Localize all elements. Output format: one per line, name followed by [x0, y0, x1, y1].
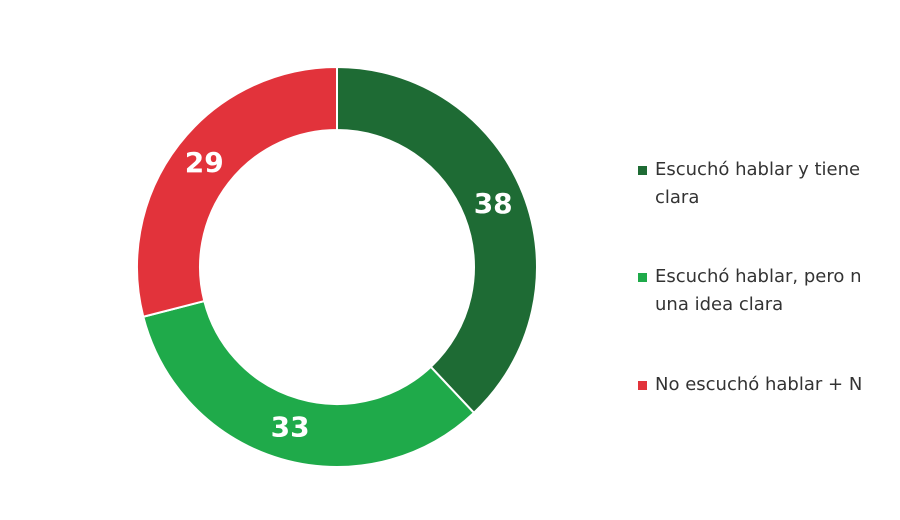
donut-slice — [136, 65, 338, 318]
value-label: 29 — [185, 146, 224, 179]
legend-label: Escuchó hablar y tiene — [655, 159, 860, 180]
donut-slice — [336, 65, 538, 415]
legend-label: Escuchó hablar, pero n — [655, 266, 861, 287]
value-label: 33 — [271, 410, 310, 443]
legend-swatch — [638, 166, 647, 175]
legend-label: No escuchó hablar + N — [655, 374, 862, 395]
legend-label: una idea clara — [655, 294, 783, 315]
donut-slice — [142, 299, 476, 468]
value-label: 38 — [474, 187, 513, 220]
legend-label: clara — [655, 187, 699, 208]
legend-swatch — [638, 273, 647, 282]
legend-swatch — [638, 381, 647, 390]
